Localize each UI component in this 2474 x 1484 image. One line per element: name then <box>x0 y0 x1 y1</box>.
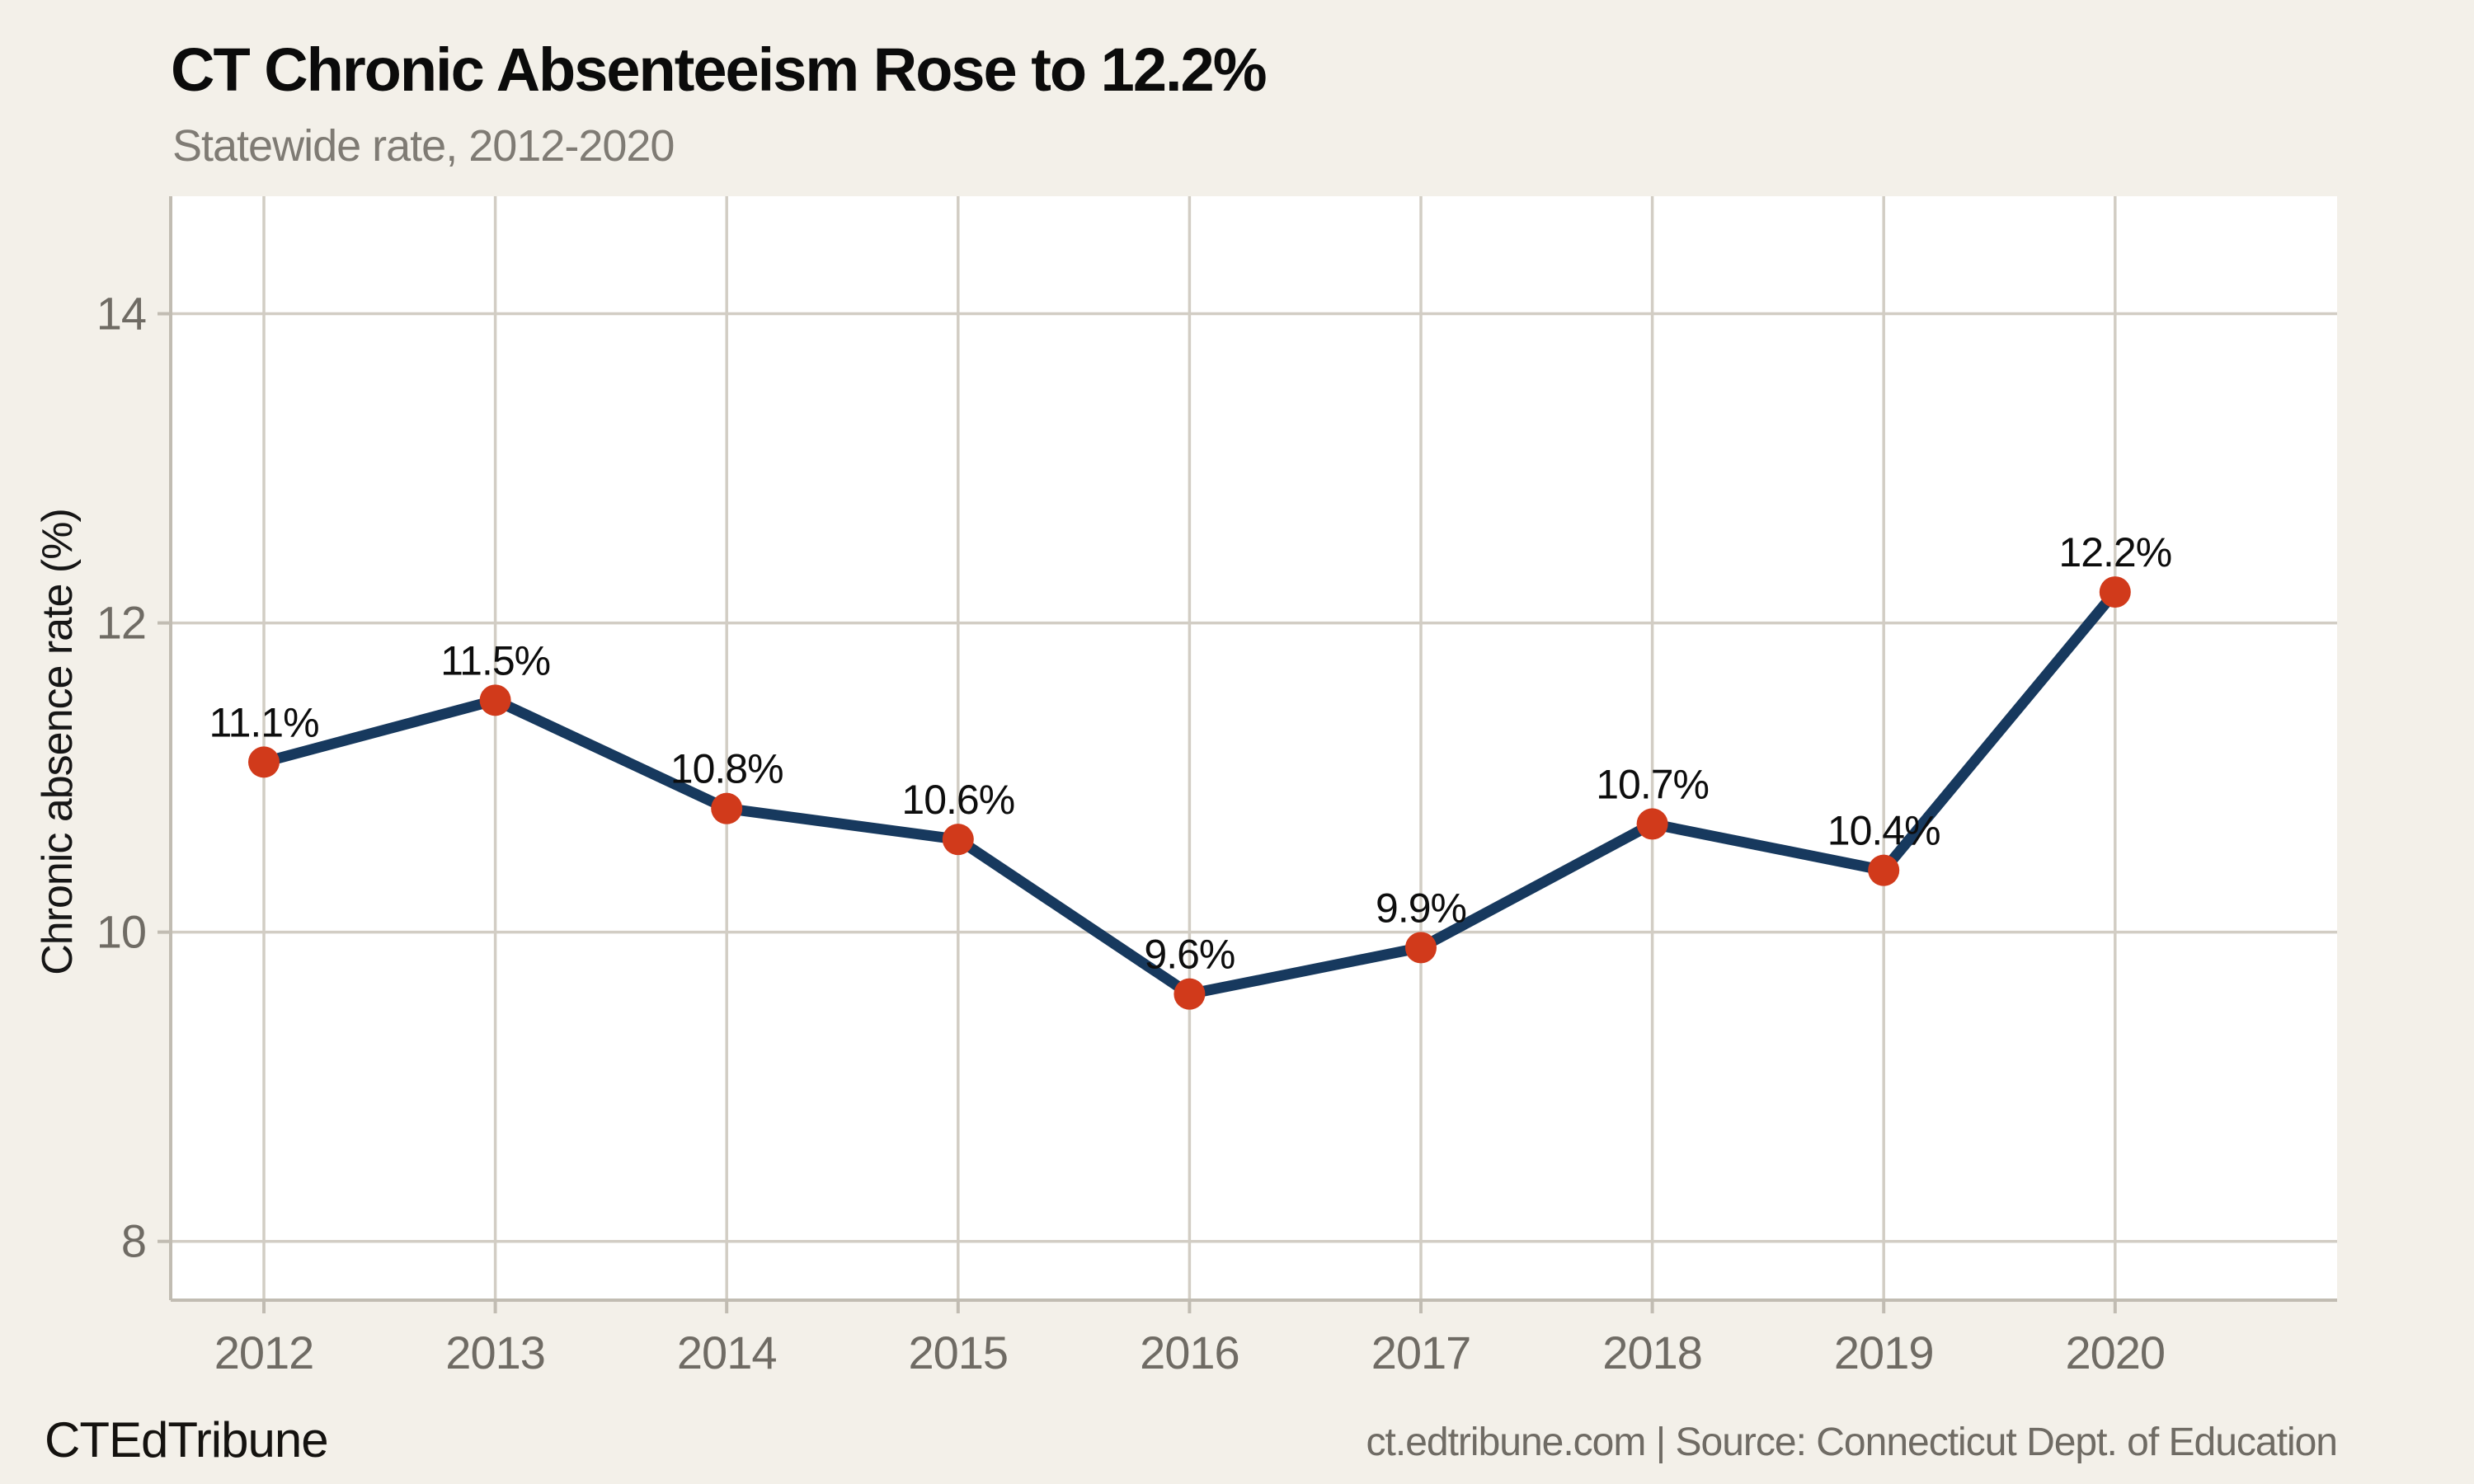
data-point-marker <box>1174 978 1206 1010</box>
data-point-label: 11.1% <box>209 699 318 745</box>
x-tick-label: 2013 <box>445 1327 545 1378</box>
y-axis-title: Chronic absence rate (%) <box>34 509 82 975</box>
x-tick-label: 2017 <box>1371 1327 1471 1378</box>
data-point-label: 10.8% <box>670 746 783 792</box>
data-point-label: 10.4% <box>1827 808 1940 854</box>
axis-lines <box>158 196 2337 1313</box>
data-point-marker <box>1405 932 1437 964</box>
data-point-marker <box>1868 854 1900 886</box>
data-point-label: 10.7% <box>1596 761 1709 807</box>
data-point-marker <box>942 824 974 856</box>
data-point-marker <box>1636 808 1668 840</box>
data-point-label: 11.5% <box>440 637 550 683</box>
data-point-marker <box>2099 576 2131 608</box>
axis-tick-labels: 8 10 12 14 2012 2013 2014 2015 2016 2017 2018 2019 2… <box>96 288 2166 1378</box>
x-tick-label: 2015 <box>909 1327 1009 1378</box>
data-point-marker <box>248 746 280 778</box>
x-tick-label: 2012 <box>214 1327 314 1378</box>
data-point-marker <box>711 792 743 824</box>
y-tick-label: 12 <box>96 597 146 649</box>
brand-footer: CTEdTribune <box>45 1412 329 1468</box>
x-tick-label: 2018 <box>1602 1327 1702 1378</box>
x-tick-label: 2020 <box>2066 1327 2166 1378</box>
chart-subtitle: Statewide rate, 2012-2020 <box>172 121 675 171</box>
data-line-series <box>248 576 2131 1010</box>
y-tick-label: 8 <box>121 1215 146 1267</box>
data-point-label: 12.2% <box>2058 529 2171 575</box>
data-point-marker <box>479 684 511 716</box>
x-tick-label: 2019 <box>1834 1327 1934 1378</box>
x-tick-label: 2014 <box>677 1327 777 1378</box>
x-tick-label: 2016 <box>1140 1327 1239 1378</box>
plot-area <box>171 196 2337 1300</box>
gridlines <box>171 196 2337 1300</box>
data-point-label: 9.9% <box>1376 885 1466 931</box>
data-point-label: 10.6% <box>901 777 1014 823</box>
source-footer: ct.edtribune.com | Source: Connecticut D… <box>1366 1421 2338 1464</box>
plot-background <box>171 196 2337 1300</box>
y-tick-label: 14 <box>96 288 146 340</box>
data-point-labels: 11.1% 11.5% 10.8% 10.6% 9.6% 9.9% 10.7% 10.4% 12… <box>209 529 2172 978</box>
chart-title: CT Chronic Absenteeism Rose to 12.2% <box>171 35 1267 104</box>
data-point-label: 9.6% <box>1144 932 1235 978</box>
y-tick-label: 10 <box>96 906 146 958</box>
